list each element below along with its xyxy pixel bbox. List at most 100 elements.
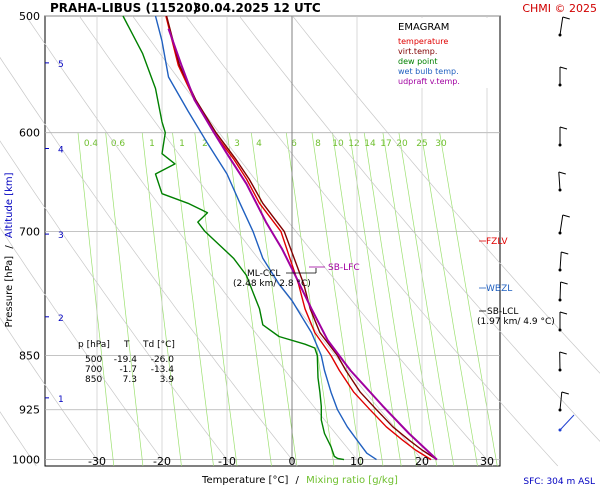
legend-item-temperature: temperature [398,37,448,46]
mixing-ratio-line [172,132,214,467]
series-line-wet-bulb-temp- [154,15,377,461]
mixing-ratio-label: 10 [332,139,344,149]
wind-barb-dot [558,231,562,235]
wind-barb-flag [559,351,567,355]
mixing-ratio-line [382,132,438,467]
series-line-dew-point [122,15,345,461]
credit-label: CHMI © 2025 [522,2,597,15]
mixing-ratio-line [77,132,115,467]
series-line-udpraft-v-temp- [167,28,438,461]
wind-barb-staff [559,281,562,301]
mixing-ratio-line [420,132,478,467]
pressure-tick-label: 600 [19,127,40,140]
altitude-tick-label: 5 [58,60,64,70]
mixing-ratio-label: 1 [179,139,185,149]
sb-lfc-label: SB-LFC [328,263,360,273]
wind-barb-dot [558,328,562,332]
dry-adiabat-line [239,15,600,442]
wbzl-annotation: WBZL [479,284,512,294]
mixing-ratio-label: 3 [234,139,240,149]
wind-barb [558,16,570,37]
mixing-ratio-line [439,132,498,467]
sounding-table: p [hPa] T Td [°C] 500 -19.4 -26.0 700 -1… [78,340,175,385]
legend-item-updraft: udpraft v.temp. [398,77,460,86]
pressure-tick-label: 1000 [12,454,40,467]
wind-barb [558,214,570,235]
fzlv-annotation: FZLV [479,237,508,247]
wind-barb-dot [558,298,562,302]
altitude-tick-label: 4 [58,145,64,155]
mixing-ratio-grid: 0.4 0.6 1 1 2 3 4 6 8 10 12 14 17 20 25 30 [77,132,498,467]
mixing-ratio-line [311,132,362,467]
mixing-ratio-label: 14 [364,139,376,149]
wind-barb-flag [559,126,568,130]
temperature-tick-label: -30 [88,455,106,468]
wind-barb-flag [559,66,568,70]
mixing-ratio-line [363,132,418,467]
temperature-tick-label: 0 [289,455,296,468]
pressure-tick-label: 925 [19,404,40,417]
wind-barb-flag [562,16,570,20]
wind-barb [558,351,567,372]
wind-barb-staff [559,391,563,411]
mixing-ratio-label: 0.6 [111,139,126,149]
wind-barb-flag [558,171,566,175]
dry-adiabat-line [0,411,37,467]
wind-barb-staff [559,251,562,271]
mixing-ratio-label: 1 [149,139,155,149]
mixing-ratio-line [285,132,335,467]
table-header-t: T [123,340,130,350]
wind-barb [558,251,569,272]
table-cell: 7.3 [123,375,137,385]
mixing-ratio-label: 17 [380,139,391,149]
wind-barb [558,281,568,302]
wind-barb-dot [558,368,562,372]
wind-barb-dot [558,83,562,87]
mixing-ratio-label: 0.4 [84,139,99,149]
ml-ccl-label: ML-CCL [247,269,280,279]
station-title: PRAHA-LIBUS (11520) [50,1,198,15]
surface-elevation: SFC: 304 m ASL [523,477,595,487]
pressure-tick-label: 700 [19,225,40,238]
wind-barb-flag [561,391,569,395]
temperature-grid [96,16,488,466]
mixing-ratio-line [194,132,238,467]
legend-item-dew-point: dew point [398,57,438,66]
mixing-ratio-label: 30 [435,139,447,149]
sb-lcl-values: (1.97 km/ 4.9 °C) [477,317,555,327]
y-label-altitude: Altitude [km] [4,172,15,238]
dry-adiabat-line [292,15,600,374]
wind-barb-staff [559,16,564,36]
mixing-ratio-label: 2 [202,139,208,149]
mixing-ratio-line [141,132,182,467]
table-cell: 850 [85,375,102,385]
sounding-datetime: 30.04.2025 12 UTC [193,1,321,15]
table-header-p: p [hPa] [78,340,110,350]
mixing-ratio-label: 12 [348,139,359,149]
series-lines [122,15,438,461]
wind-barb [558,414,575,432]
fzlv-label: FZLV [486,237,508,247]
table-cell: 500 [85,355,102,365]
mixing-ratio-line [227,132,272,467]
mixing-ratio-line [349,132,402,467]
mixing-ratio-line [250,132,298,467]
table-cell: -13.4 [151,365,175,375]
x-axis-title: Temperature [°C] / Mixing ratio [g/kg] [201,475,398,486]
wind-barb-dot [558,268,562,272]
wind-barb-dot [558,188,562,192]
ml-ccl-annotation: ML-CCL (2.48 km/ 2.8 °C) [233,268,317,289]
svg-text:Pressure [hPa] / A: Pressure [hPa] / Altitude [km] [4,172,15,327]
table-cell: 3.9 [160,375,175,385]
wind-barb [558,171,566,192]
y-label-separator: / [4,245,15,249]
dry-adiabat-line [185,15,559,467]
legend-item-wet-bulb: wet bulb temp. [398,67,459,76]
wbzl-label: WBZL [486,284,512,294]
temperature-tick-label: 10 [350,455,364,468]
table-cell: -1.7 [119,365,137,375]
legend: EMAGRAM temperature virt.temp. dew point… [390,18,498,88]
mixing-ratio-line [332,132,384,467]
